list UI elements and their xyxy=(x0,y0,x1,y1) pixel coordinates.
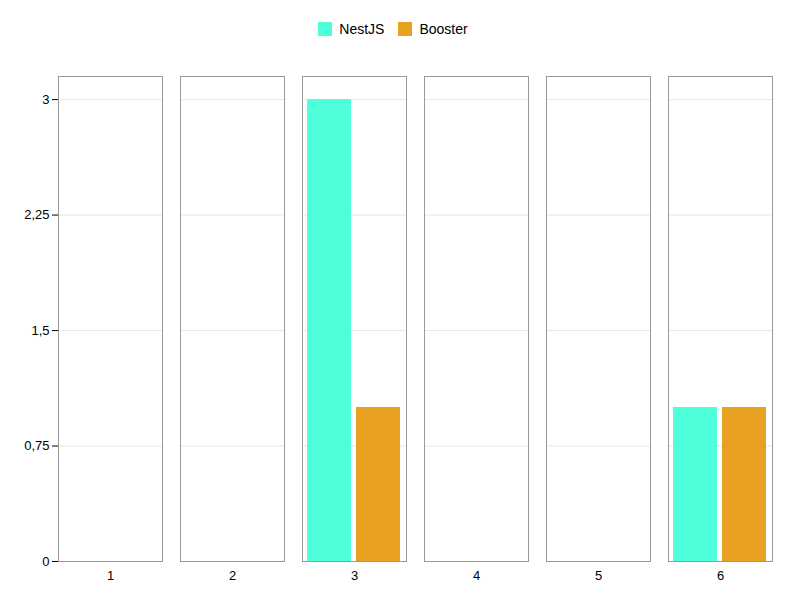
svg-text:0: 0 xyxy=(42,554,49,569)
svg-text:1,5: 1,5 xyxy=(31,323,49,338)
html-text:Booster: Booster xyxy=(419,20,468,37)
svg-text:3: 3 xyxy=(42,92,49,107)
svg-text:6: 6 xyxy=(717,568,724,583)
svg-text:3: 3 xyxy=(351,568,358,583)
svg-text:5: 5 xyxy=(595,568,602,583)
svg-text:4: 4 xyxy=(473,568,480,583)
svg-text:1: 1 xyxy=(107,568,114,583)
html-text:NestJS: NestJS xyxy=(339,20,385,37)
svg-text:0,75: 0,75 xyxy=(24,438,49,453)
svg-text:2: 2 xyxy=(229,568,236,583)
svg-text:2,25: 2,25 xyxy=(24,207,49,222)
